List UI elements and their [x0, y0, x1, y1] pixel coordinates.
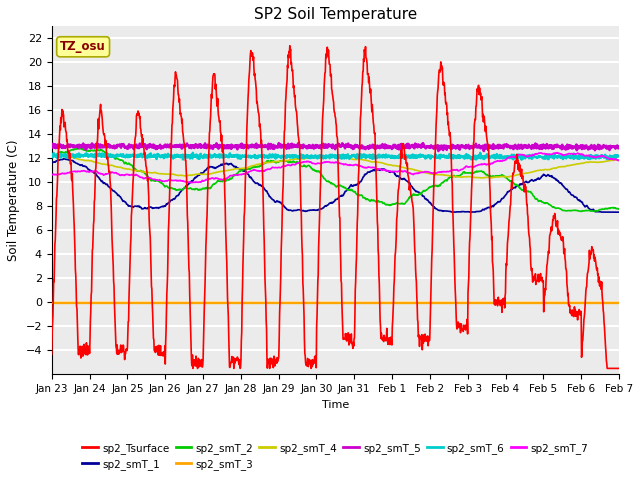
sp2_smT_7	[424, 169, 431, 175]
sp2_Tsurface	[160, 350, 168, 356]
sp2_smT_1	[424, 197, 431, 203]
sp2_smT_6	[174, 154, 182, 160]
sp2_smT_2	[238, 168, 246, 173]
sp2_smT_6	[189, 150, 196, 156]
sp2_smT_4	[477, 175, 484, 181]
sp2_smT_5	[499, 143, 506, 148]
sp2_smT_6	[615, 154, 623, 159]
sp2_Tsurface	[615, 365, 623, 371]
sp2_smT_6	[498, 155, 506, 160]
Title: SP2 Soil Temperature: SP2 Soil Temperature	[253, 7, 417, 22]
sp2_smT_3	[498, 300, 506, 306]
sp2_smT_5	[548, 145, 556, 151]
sp2_smT_1	[238, 167, 246, 172]
Line: sp2_smT_2: sp2_smT_2	[52, 148, 619, 211]
sp2_smT_5	[435, 148, 442, 154]
sp2_smT_7	[553, 150, 561, 156]
sp2_smT_5	[424, 144, 431, 150]
sp2_smT_3	[615, 300, 623, 306]
sp2_smT_6	[238, 154, 246, 160]
sp2_smT_2	[615, 206, 623, 212]
sp2_smT_5	[174, 144, 182, 149]
sp2_smT_4	[175, 173, 182, 179]
sp2_smT_6	[424, 153, 431, 159]
sp2_smT_3	[174, 300, 182, 306]
sp2_smT_1	[48, 160, 56, 166]
sp2_smT_1	[60, 156, 67, 162]
sp2_smT_4	[499, 173, 506, 179]
Line: sp2_Tsurface: sp2_Tsurface	[52, 46, 619, 368]
sp2_smT_2	[161, 183, 168, 189]
sp2_smT_7	[615, 157, 623, 163]
Line: sp2_smT_5: sp2_smT_5	[52, 143, 619, 151]
sp2_smT_4	[161, 171, 168, 177]
Legend: sp2_Tsurface, sp2_smT_1, sp2_smT_2, sp2_smT_3, sp2_smT_4, sp2_smT_5, sp2_smT_6, : sp2_Tsurface, sp2_smT_1, sp2_smT_2, sp2_…	[78, 439, 593, 474]
Line: sp2_smT_7: sp2_smT_7	[52, 153, 619, 182]
sp2_smT_1	[548, 174, 556, 180]
sp2_smT_6	[518, 157, 525, 163]
sp2_smT_4	[424, 170, 431, 176]
sp2_smT_1	[615, 209, 623, 215]
sp2_smT_2	[48, 154, 56, 159]
X-axis label: Time: Time	[322, 400, 349, 409]
sp2_smT_7	[48, 172, 56, 178]
sp2_smT_3	[237, 300, 245, 306]
sp2_Tsurface	[424, 343, 432, 348]
Line: sp2_smT_1: sp2_smT_1	[52, 159, 619, 212]
sp2_smT_1	[161, 203, 168, 209]
sp2_smT_2	[548, 204, 556, 209]
sp2_smT_4	[615, 157, 623, 163]
Line: sp2_smT_4: sp2_smT_4	[52, 156, 619, 178]
sp2_smT_1	[499, 196, 506, 202]
sp2_smT_3	[548, 300, 556, 306]
sp2_smT_4	[48, 154, 56, 159]
sp2_Tsurface	[238, 329, 246, 335]
sp2_smT_7	[548, 151, 556, 157]
sp2_smT_3	[48, 300, 56, 306]
sp2_Tsurface	[548, 222, 556, 228]
sp2_Tsurface	[286, 43, 294, 48]
sp2_Tsurface	[174, 86, 182, 92]
sp2_smT_5	[237, 145, 245, 151]
sp2_smT_5	[48, 144, 56, 149]
sp2_smT_2	[498, 172, 506, 178]
sp2_smT_4	[548, 166, 556, 171]
sp2_Tsurface	[48, 351, 56, 357]
sp2_smT_6	[548, 153, 556, 159]
sp2_smT_3	[160, 300, 168, 306]
sp2_smT_1	[175, 192, 182, 198]
sp2_smT_5	[615, 144, 623, 150]
sp2_smT_2	[578, 208, 586, 214]
Text: TZ_osu: TZ_osu	[60, 40, 106, 53]
sp2_smT_7	[174, 178, 182, 184]
sp2_smT_7	[238, 172, 246, 178]
sp2_smT_3	[424, 300, 431, 306]
sp2_smT_6	[48, 154, 56, 159]
Line: sp2_smT_6: sp2_smT_6	[52, 153, 619, 160]
sp2_smT_1	[449, 209, 456, 215]
sp2_smT_7	[188, 180, 195, 185]
Y-axis label: Soil Temperature (C): Soil Temperature (C)	[7, 139, 20, 261]
sp2_smT_7	[498, 158, 506, 164]
sp2_smT_5	[294, 140, 302, 146]
sp2_smT_4	[238, 166, 246, 171]
sp2_smT_7	[160, 179, 168, 184]
sp2_smT_2	[175, 187, 182, 192]
sp2_smT_2	[74, 145, 82, 151]
sp2_smT_6	[160, 152, 168, 158]
sp2_smT_2	[424, 186, 431, 192]
sp2_Tsurface	[499, 298, 506, 304]
sp2_smT_5	[160, 143, 168, 148]
sp2_Tsurface	[189, 365, 196, 371]
sp2_smT_4	[51, 153, 58, 159]
